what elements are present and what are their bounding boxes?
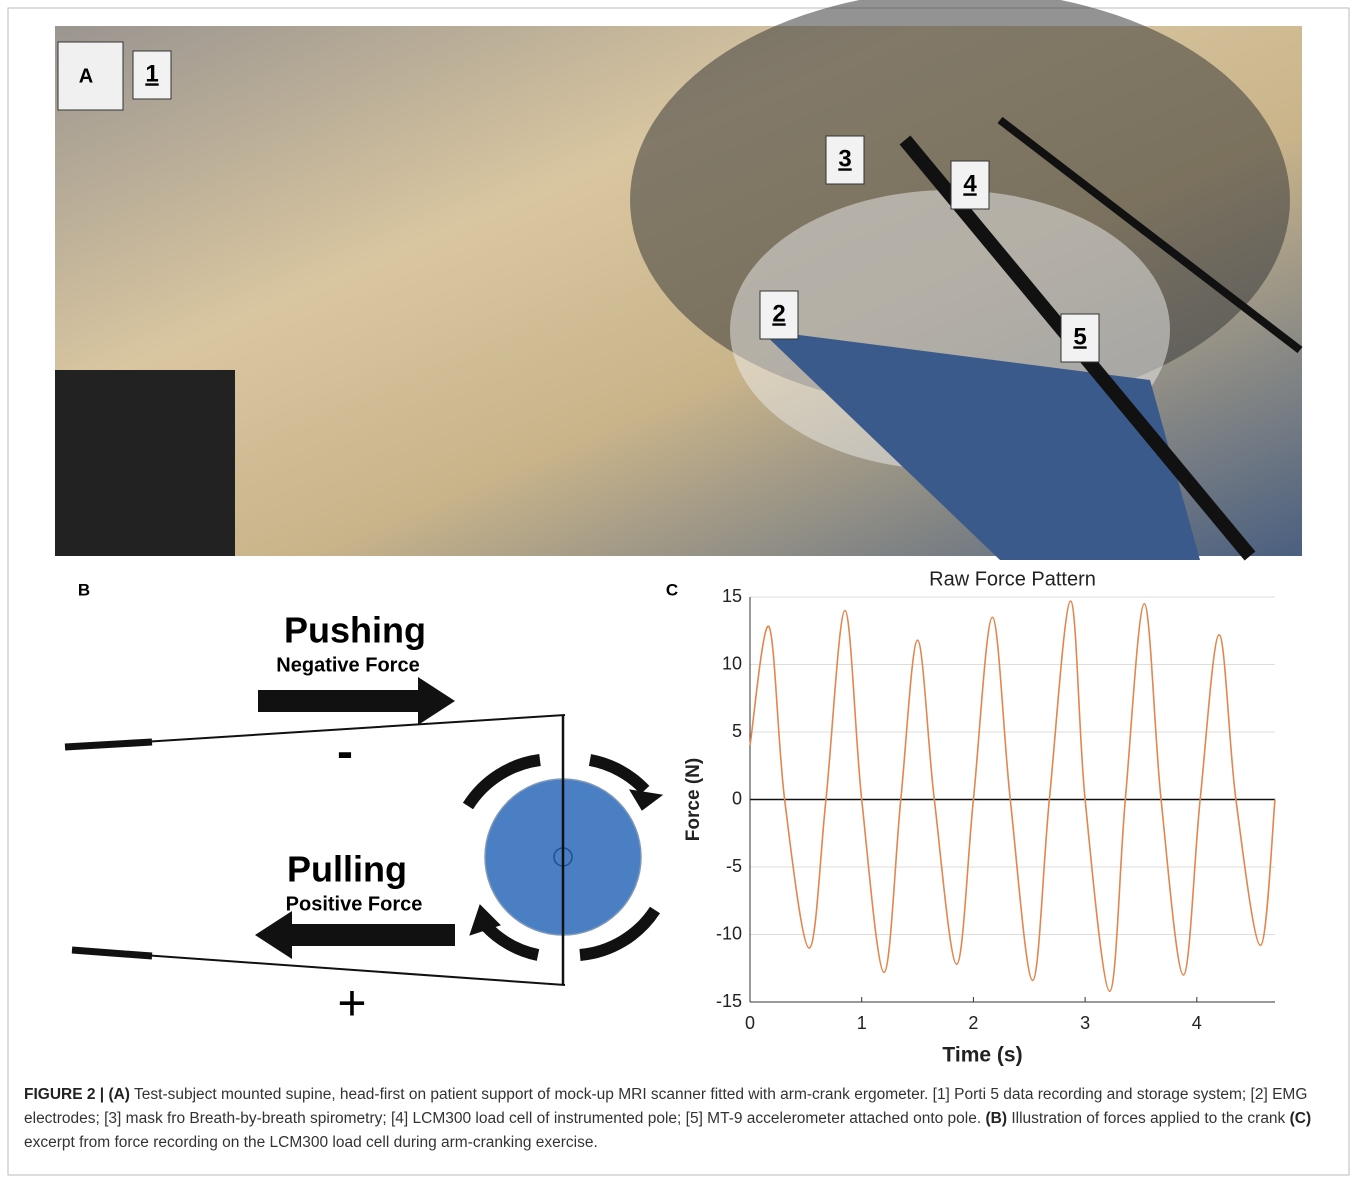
- label-box: [1060, 313, 1100, 363]
- y-tick-label: 10: [722, 653, 742, 673]
- x-axis-label: Time (s): [942, 1044, 1022, 1067]
- x-tick-label: 0: [745, 1013, 755, 1033]
- y-tick-label: -10: [716, 923, 742, 943]
- photo-label: 2: [772, 300, 785, 327]
- x-tick-label: 1: [857, 1013, 867, 1033]
- label-box: [132, 50, 172, 100]
- caption: FIGURE 2 | (A) Test-subject mounted supi…: [24, 1083, 1334, 1155]
- y-tick-label: -5: [726, 856, 742, 876]
- label-box: [950, 160, 990, 210]
- caption-label: FIGURE 2 |: [24, 1086, 105, 1103]
- pull-sign: +: [337, 975, 366, 1031]
- force-line: [749, 600, 1276, 993]
- label-box: [825, 135, 865, 185]
- caption-tag: (B): [985, 1110, 1008, 1127]
- photo-label: 1: [145, 60, 158, 87]
- x-tick-label: 2: [968, 1013, 978, 1033]
- chart-title: Raw Force Pattern: [929, 568, 1096, 590]
- caption-tag: (C): [1289, 1110, 1312, 1127]
- photo-label: 4: [963, 170, 977, 197]
- push-title: Pushing: [284, 610, 426, 651]
- x-tick-label: 4: [1192, 1013, 1202, 1033]
- y-tick-label: 5: [732, 721, 742, 741]
- panel-label: B: [78, 580, 90, 599]
- x-tick-label: 3: [1080, 1013, 1090, 1033]
- caption-tag: (A): [108, 1086, 130, 1103]
- crank-diagram: [64, 677, 664, 986]
- photo-label: 5: [1073, 323, 1086, 350]
- caption-text: excerpt from force recording on the LCM3…: [24, 1134, 598, 1151]
- push-sign: -: [337, 726, 353, 779]
- label-box: [759, 290, 799, 340]
- pull-title: Pulling: [287, 849, 407, 890]
- push-subtitle: Negative Force: [276, 654, 419, 676]
- caption-text: Illustration of forces applied to the cr…: [1007, 1110, 1290, 1127]
- photo: [55, 0, 1303, 561]
- y-tick-label: -15: [716, 991, 742, 1011]
- pull-subtitle: Positive Force: [286, 893, 423, 915]
- photo-label: 3: [838, 145, 851, 172]
- panel-label: A: [79, 65, 93, 87]
- y-axis-label: Force (N): [683, 758, 704, 841]
- figure-border: [7, 7, 1350, 1176]
- panel-label: C: [666, 580, 678, 599]
- y-tick-label: 0: [732, 788, 742, 808]
- y-tick-label: 15: [722, 586, 742, 606]
- caption-text: Test-subject mounted supine, head-first …: [24, 1086, 1308, 1127]
